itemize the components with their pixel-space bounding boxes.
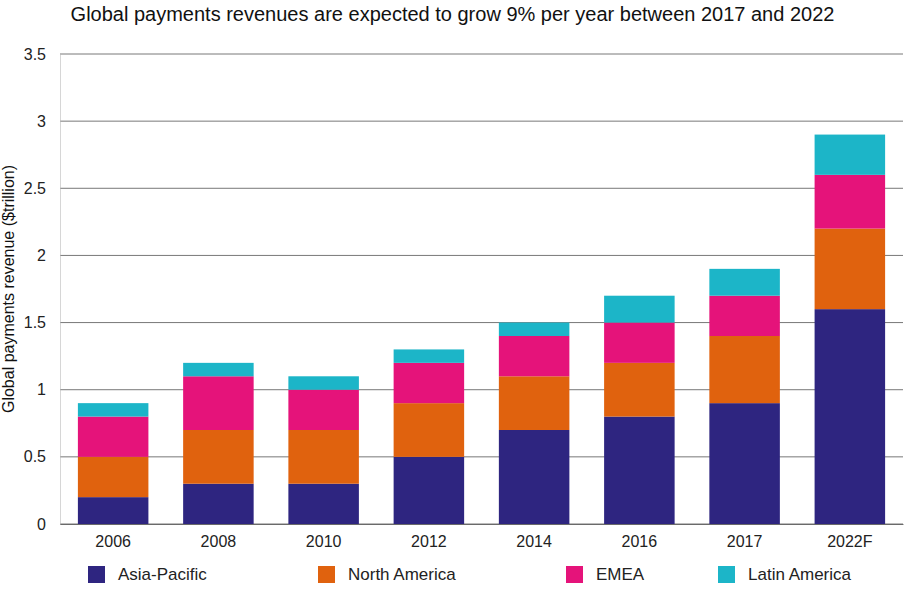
- x-tick-label: 2012: [411, 533, 447, 550]
- x-tick-label: 2010: [306, 533, 342, 550]
- legend-item: EMEA: [566, 565, 645, 584]
- x-tick-label: 2008: [201, 533, 237, 550]
- bar: [709, 403, 780, 524]
- y-tick-label: 2.5: [24, 180, 46, 197]
- y-tick: 0.5: [24, 448, 60, 465]
- bar: [183, 430, 254, 484]
- bar: [709, 296, 780, 336]
- legend: Asia-Pacific North America EMEA Latin Ameri…: [88, 565, 852, 584]
- x-tick: 2022F: [827, 524, 873, 550]
- legend-label: North America: [348, 565, 456, 584]
- y-tick-label: 1.5: [24, 314, 46, 331]
- x-tick-label: 2006: [95, 533, 131, 550]
- y-tick-label: 2: [37, 247, 46, 264]
- x-tick-label: 2017: [727, 533, 763, 550]
- bar: [288, 484, 359, 524]
- bar: [394, 457, 465, 524]
- bar: [183, 484, 254, 524]
- bar: [78, 403, 149, 416]
- y-tick: 3.5: [24, 46, 60, 63]
- grid-line: [60, 188, 903, 189]
- x-tick: 2012: [411, 524, 447, 550]
- y-tick-label: 0.5: [24, 448, 46, 465]
- grid-line: [60, 255, 903, 256]
- grid: [60, 54, 903, 524]
- x-tick-label: 2016: [622, 533, 658, 550]
- legend-swatch: [718, 566, 735, 583]
- y-tick: 1.5: [24, 314, 60, 331]
- bar: [604, 363, 675, 417]
- x-tick: 2014: [516, 524, 552, 550]
- bar: [78, 497, 149, 524]
- bar: [78, 417, 149, 457]
- chart: 0 0.5 1 1.5 2 2.5 3 3.5 2006 2008 2010 2012 2014 2016…: [0, 0, 905, 589]
- y-axis-title: Global payments revenue ($trillion): [0, 165, 17, 413]
- legend-item: Asia-Pacific: [88, 565, 207, 584]
- bar: [499, 376, 570, 430]
- bar: [78, 457, 149, 497]
- y-axis: 0 0.5 1 1.5 2 2.5 3 3.5: [24, 46, 61, 533]
- bar: [394, 363, 465, 403]
- bar: [499, 336, 570, 376]
- bar: [815, 229, 886, 310]
- x-tick-label: 2014: [516, 533, 552, 550]
- bar: [183, 376, 254, 430]
- bar: [288, 390, 359, 430]
- x-axis: 2006 2008 2010 2012 2014 2016 2017 2022F: [61, 524, 904, 550]
- grid-line: [60, 121, 903, 122]
- legend-item: Latin America: [718, 565, 852, 584]
- x-axis-line: [61, 524, 904, 525]
- legend-label: Asia-Pacific: [118, 565, 207, 584]
- x-tick: 2006: [95, 524, 131, 550]
- bar: [288, 376, 359, 389]
- x-tick: 2016: [622, 524, 658, 550]
- grid-line: [60, 54, 903, 55]
- legend-label: EMEA: [596, 565, 645, 584]
- bar: [183, 363, 254, 376]
- y-tick-label: 1: [37, 381, 46, 398]
- legend-swatch: [566, 566, 583, 583]
- bar: [288, 430, 359, 484]
- bar: [499, 323, 570, 336]
- x-tick: 2008: [201, 524, 237, 550]
- y-axis-line: [60, 55, 61, 525]
- x-tick-label: 2022F: [827, 533, 873, 550]
- bar: [604, 417, 675, 524]
- bar: [815, 135, 886, 175]
- bar: [394, 349, 465, 362]
- legend-label: Latin America: [748, 565, 852, 584]
- x-tick: 2010: [306, 524, 342, 550]
- bar: [394, 403, 465, 457]
- x-tick: 2017: [727, 524, 763, 550]
- y-tick: 0: [37, 516, 60, 533]
- bar: [709, 336, 780, 403]
- legend-item: North America: [318, 565, 456, 584]
- series-bars: [78, 175, 885, 457]
- legend-swatch: [318, 566, 335, 583]
- y-tick: 3: [37, 113, 60, 130]
- y-tick-label: 0: [37, 516, 46, 533]
- title: Global payments revenues are expected to…: [71, 3, 835, 25]
- y-tick: 2.5: [24, 180, 60, 197]
- y-tick: 2: [37, 247, 60, 264]
- y-tick-label: 3: [37, 113, 46, 130]
- bar: [604, 323, 675, 363]
- series-bars: [78, 309, 885, 524]
- bar: [815, 175, 886, 229]
- bar: [499, 430, 570, 524]
- bar: [604, 296, 675, 323]
- bar: [815, 309, 886, 524]
- series-bars: [78, 135, 885, 417]
- bars: [78, 135, 885, 524]
- y-tick-label: 3.5: [24, 46, 46, 63]
- bar: [709, 269, 780, 296]
- y-tick: 1: [37, 381, 60, 398]
- series-bars: [78, 229, 885, 498]
- legend-swatch: [88, 566, 105, 583]
